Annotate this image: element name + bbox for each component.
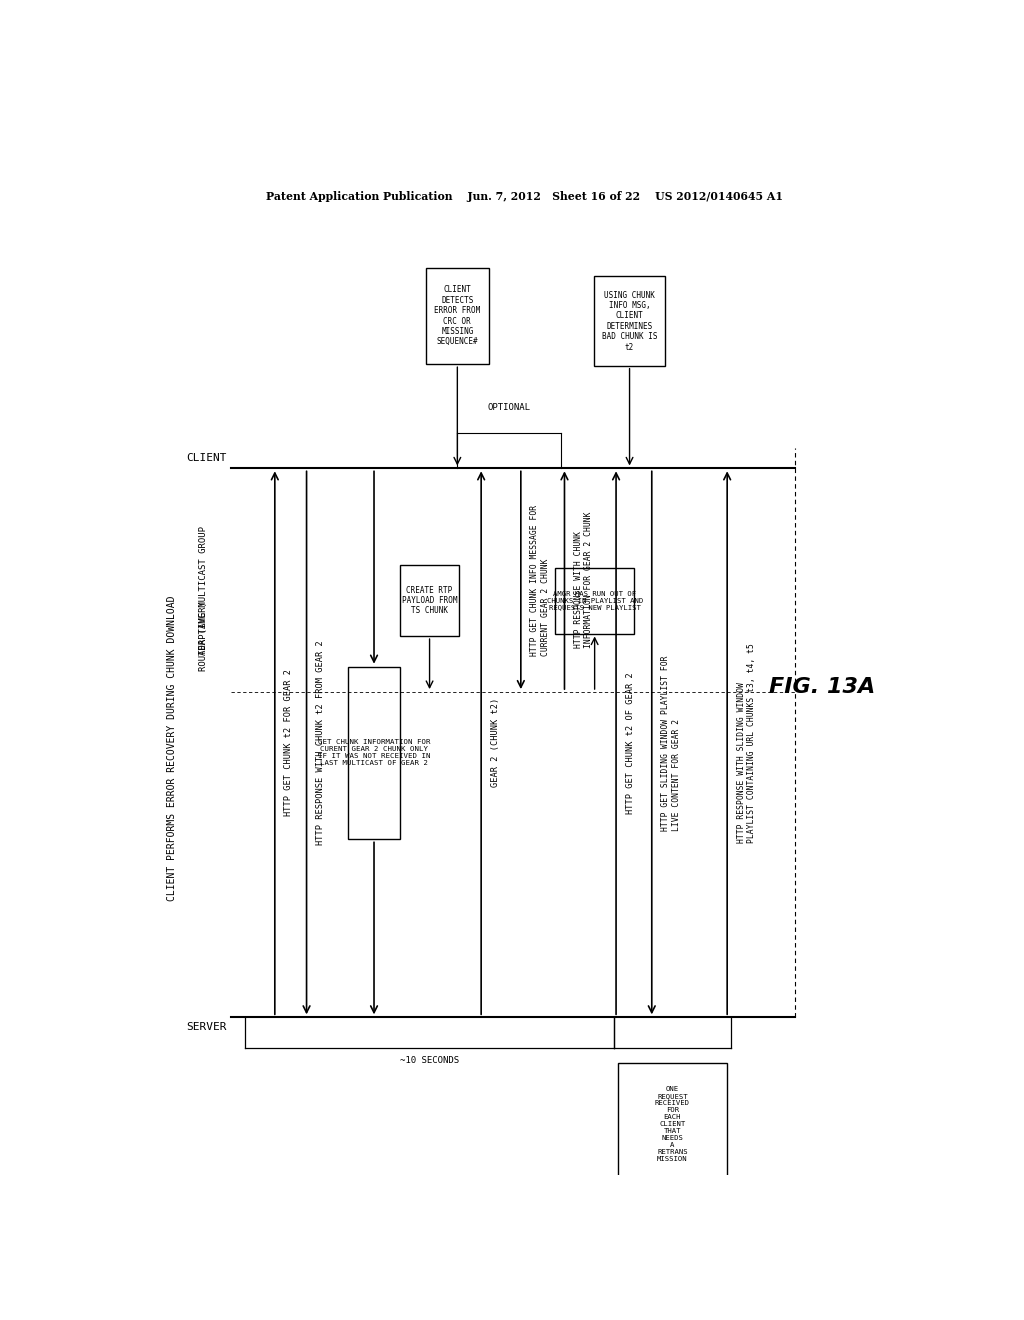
Text: HTTP RESPONSE WITH CHUNK
INFORMATION FOR GEAR 2 CHUNK: HTTP RESPONSE WITH CHUNK INFORMATION FOR… <box>574 512 593 648</box>
Text: USING CHUNK
INFO MSG,
CLIENT
DETERMINES
BAD CHUNK IS
t2: USING CHUNK INFO MSG, CLIENT DETERMINES … <box>602 290 657 351</box>
Text: HTTP RESPONSE WITH CHUNK t2 FROM GEAR 2: HTTP RESPONSE WITH CHUNK t2 FROM GEAR 2 <box>316 640 325 845</box>
Text: GEAR 2 (CHUNK t2): GEAR 2 (CHUNK t2) <box>490 698 500 788</box>
Text: AMGR HAS RUN OUT OF
CHUNKS IN PLAYLIST AND
REQUESTS NEW PLAYLIST: AMGR HAS RUN OUT OF CHUNKS IN PLAYLIST A… <box>547 590 643 611</box>
Text: HTTP GET CHUNK t2 FOR GEAR 2: HTTP GET CHUNK t2 FOR GEAR 2 <box>285 669 293 816</box>
Bar <box>348 667 399 840</box>
Text: CLIENT PERFORMS ERROR RECOVERY DURING CHUNK DOWNLOAD: CLIENT PERFORMS ERROR RECOVERY DURING CH… <box>167 595 177 900</box>
Text: CREATE RTP
PAYLOAD FROM
TS CHUNK: CREATE RTP PAYLOAD FROM TS CHUNK <box>401 586 458 615</box>
Bar <box>594 276 666 366</box>
Text: CLIENT: CLIENT <box>186 453 227 463</box>
Text: ROUTER (AMGR): ROUTER (AMGR) <box>199 601 208 671</box>
Bar <box>555 568 634 634</box>
Text: CLIENT
DETECTS
ERROR FROM
CRC OR
MISSING
SEQUENCE#: CLIENT DETECTS ERROR FROM CRC OR MISSING… <box>434 285 480 346</box>
Text: SERVER: SERVER <box>186 1022 227 1032</box>
Text: OPTIONAL: OPTIONAL <box>487 404 530 412</box>
Text: HTTP GET SLIDING WINDOW PLAYLIST FOR
LIVE CONTENT FOR GEAR 2: HTTP GET SLIDING WINDOW PLAYLIST FOR LIV… <box>662 655 681 830</box>
Text: HTTP GET CHUNK INFO MESSAGE FOR
CURRENT GEAR 2 CHUNK: HTTP GET CHUNK INFO MESSAGE FOR CURRENT … <box>530 504 550 656</box>
Text: FIG. 13A: FIG. 13A <box>769 677 876 697</box>
Text: ADAPTIVE MULTICAST GROUP: ADAPTIVE MULTICAST GROUP <box>199 525 208 655</box>
Bar <box>399 565 460 636</box>
Text: GET CHUNK INFORMATION FOR
CURENT GEAR 2 CHUNK ONLY
IF IT WAS NOT RECEIVED IN
LAS: GET CHUNK INFORMATION FOR CURENT GEAR 2 … <box>317 739 430 767</box>
Text: ONE
REQUEST
RECEIVED
FOR
EACH
CLIENT
THAT
NEEDS
A
RETRANS
MISSION: ONE REQUEST RECEIVED FOR EACH CLIENT THA… <box>655 1086 690 1162</box>
Text: ~10 SECONDS: ~10 SECONDS <box>400 1056 459 1065</box>
Text: HTTP RESPONSE WITH SLIDING WINDOW
PLAYLIST CONTAINING URL CHUNKS t3, t4, t5: HTTP RESPONSE WITH SLIDING WINDOW PLAYLI… <box>736 643 756 842</box>
Text: Patent Application Publication    Jun. 7, 2012   Sheet 16 of 22    US 2012/01406: Patent Application Publication Jun. 7, 2… <box>266 191 783 202</box>
Bar <box>426 268 489 364</box>
Text: HTTP GET CHUNK t2 OF GEAR 2: HTTP GET CHUNK t2 OF GEAR 2 <box>626 672 635 813</box>
Bar <box>617 1063 727 1185</box>
